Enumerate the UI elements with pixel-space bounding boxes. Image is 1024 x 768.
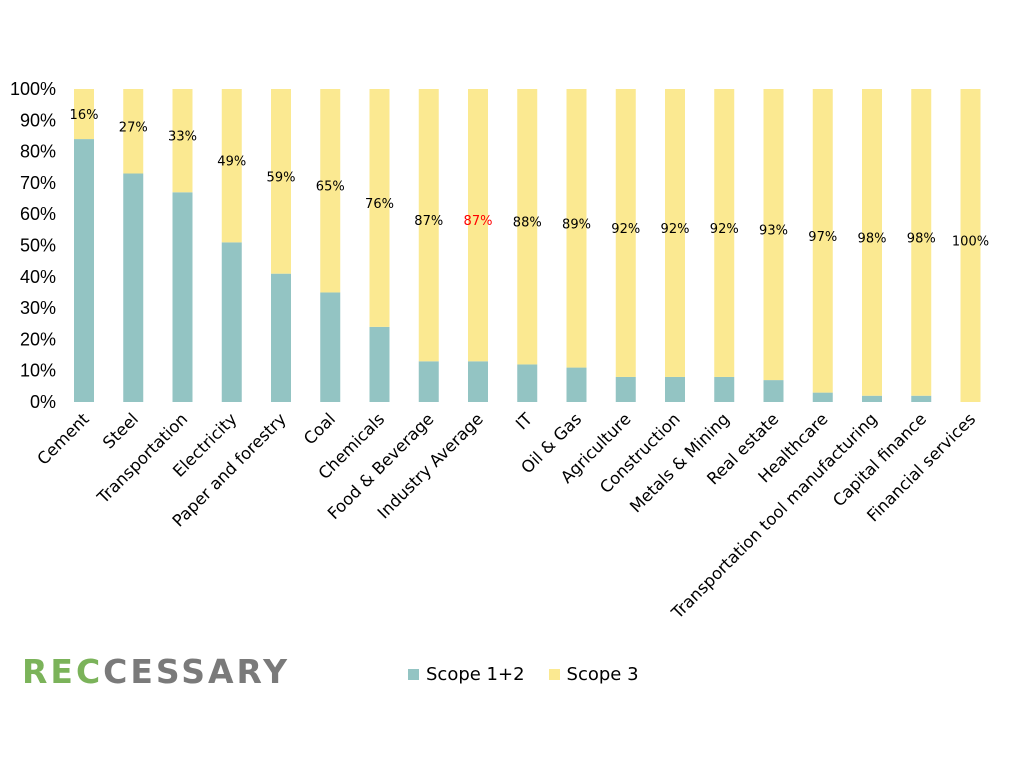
data-labels: 16% 27% 33% 49% 59% 65% 76% 87% 87% 88% 89% 92% 92% 9… [70,108,990,250]
data-label: 87% [464,214,493,229]
bar-scope3 [320,89,341,293]
legend-item-scope12: Scope 1+2 [408,664,525,685]
legend-swatch-scope3 [548,668,560,680]
bar-scope12 [517,364,538,402]
category-label: Coal [300,409,339,448]
category-label: Cement [34,409,94,469]
bar-scope12 [615,376,636,402]
bar-scope3 [714,89,735,377]
data-label: 76% [365,197,394,212]
y-tick-label: 60% [20,204,56,224]
legend-label-scope3: Scope 3 [566,663,639,685]
data-label: 100% [952,235,989,250]
data-label: 59% [267,170,296,185]
category-labels: Cement SteelTransportationElectricityPape… [34,409,980,623]
data-label: 97% [808,230,837,245]
category-label: Steel [99,409,142,452]
data-label: 93% [759,224,788,239]
bar-scope12 [566,367,587,402]
legend-label-scope12: Scope 1+2 [426,663,525,685]
bar-scope3 [665,89,685,377]
data-label: 88% [513,216,542,231]
bar-scope12 [763,380,784,402]
bar-scope12 [320,292,341,402]
data-label: 27% [119,120,148,135]
data-label: 92% [710,222,739,237]
reccessary-logo: RECCESSARY [22,652,290,696]
bar-scope12 [862,395,882,402]
y-tick-label: 30% [20,298,56,318]
bar-scope12 [418,361,439,402]
data-label: 65% [316,180,345,195]
y-axis-ticks: 0% 10% 20% 30% 40% 50% 60% 70% 80% 90% 100% [10,79,56,412]
bar-scope12 [172,192,193,402]
bar-scope3 [911,89,932,396]
logo-part-cessary: CESSARY [103,652,291,691]
y-tick-label: 70% [20,173,56,193]
data-label: 89% [562,217,591,232]
bar-scope3 [763,89,784,381]
bar-scope12 [665,376,685,402]
data-label: 98% [858,231,887,246]
bar-scope3 [960,89,981,402]
bar-scope3 [172,89,193,193]
data-label: 98% [907,231,936,246]
bar-scope3 [418,89,439,362]
bar-scope12 [123,173,144,402]
bar-scope3 [74,89,94,140]
bar-scope3 [862,89,882,396]
y-tick-label: 10% [20,361,56,381]
bar-scope3 [517,89,538,365]
data-label: 87% [414,214,443,229]
bar-scope3 [369,89,390,327]
bar-scope3 [123,89,144,174]
bar-scope12 [714,376,735,402]
legend-swatch-scope12 [408,668,419,680]
logo-part-rec: REC [22,652,104,691]
y-tick-label: 40% [20,267,56,287]
bars [74,89,981,402]
bar-scope12 [369,326,390,402]
bar-scope12 [911,395,932,402]
y-tick-label: 80% [20,142,56,162]
category-label: IT [512,409,537,434]
bar-scope3 [615,89,636,377]
y-tick-label: 20% [20,329,56,349]
bar-scope3 [566,89,587,368]
data-label: 33% [168,130,197,145]
bar-scope3 [271,89,291,274]
bar-scope12 [468,361,488,402]
bar-scope12 [812,392,833,402]
legend: Scope 1+2 Scope 3 [408,660,663,688]
bar-scope3 [221,89,242,243]
legend-item-scope3: Scope 3 [548,663,639,685]
data-label: 92% [611,222,640,237]
bar-scope3 [812,89,833,393]
y-tick-label: 0% [30,392,56,412]
y-tick-label: 50% [20,236,56,256]
bar-scope12 [271,273,291,402]
bar-scope12 [221,242,242,402]
data-label: 16% [70,108,99,123]
data-label: 49% [217,155,246,170]
y-tick-label: 90% [20,110,56,130]
y-tick-label: 100% [10,79,56,99]
bar-scope3 [468,89,488,362]
bar-scope12 [74,139,94,402]
data-label: 92% [661,222,690,237]
